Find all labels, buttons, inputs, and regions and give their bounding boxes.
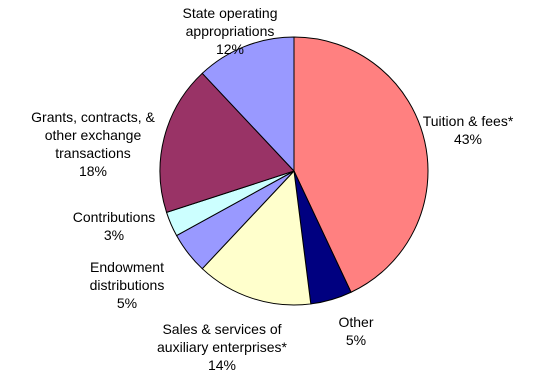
pie-slice-6 (201, 36, 295, 173)
slice-label-line: Endowment (90, 259, 164, 275)
slice-label-line: Contributions (73, 209, 156, 225)
slice-label-1: Other 5% (338, 314, 373, 348)
pie-slice-0 (293, 36, 429, 293)
pie-slice-5 (159, 72, 295, 214)
slice-label-line: 12% (216, 41, 244, 57)
slice-label-line: 5% (117, 295, 137, 311)
slice-label-line: distributions (90, 277, 165, 293)
slice-label-2: Sales & services of auxiliary enterprises… (157, 321, 287, 373)
slice-label-3: Endowment distributions 5% (90, 259, 165, 311)
slice-label-line: 18% (79, 163, 107, 179)
slice-label-line: auxiliary enterprises* (157, 339, 287, 355)
slice-label-line: 3% (104, 227, 124, 243)
pie-slices (159, 36, 429, 306)
slice-label-line: Grants, contracts, & (31, 109, 155, 125)
slice-label-line: 43% (454, 131, 482, 147)
slice-label-line: 14% (208, 357, 236, 373)
slice-label-line: 5% (346, 332, 366, 348)
slice-label-6: State operating appropriations 12% (183, 5, 278, 57)
slice-label-line: Sales & services of (162, 321, 281, 337)
slice-label-0: Tuition & fees* 43% (423, 113, 514, 147)
slice-label-line: Tuition & fees* (423, 113, 514, 129)
slice-label-5: Grants, contracts, & other exchange transa… (31, 109, 155, 179)
slice-label-line: other exchange (45, 127, 142, 143)
pie-slice-2 (201, 169, 312, 306)
slice-label-4: Contributions 3% (73, 209, 156, 243)
pie-labels: Tuition & fees* 43% Other 5% Sales & service… (31, 5, 514, 373)
slice-label-line: transactions (55, 145, 130, 161)
slice-label-line: appropriations (186, 23, 275, 39)
slice-label-line: Other (338, 314, 373, 330)
slice-label-line: State operating (183, 5, 278, 21)
